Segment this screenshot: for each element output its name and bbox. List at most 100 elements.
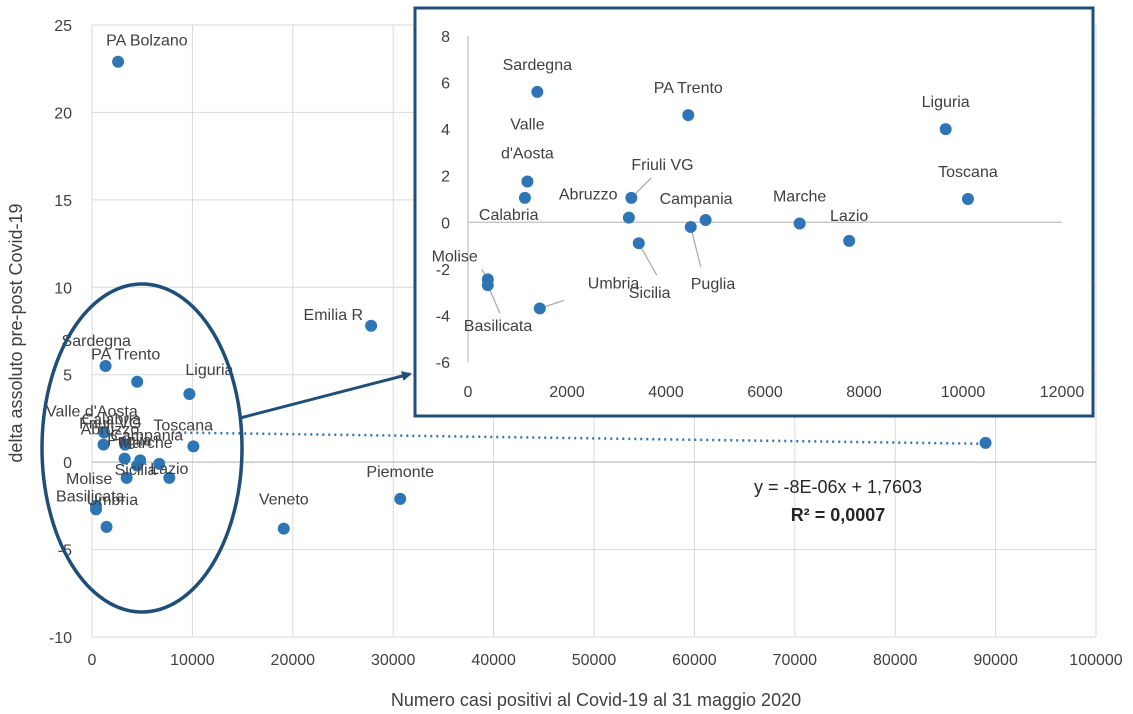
- main-points: [90, 55, 992, 535]
- inset-point-toscana: [961, 193, 974, 205]
- inset-point-sardegna: [531, 85, 544, 98]
- main-point-puglia: [131, 459, 144, 472]
- inset-point-valle-d-aosta: [521, 175, 534, 188]
- inset-label-umbria: Umbria: [588, 275, 640, 292]
- inset-x-tick-1: 2000: [549, 384, 585, 401]
- inset-leader-sicilia: [638, 242, 658, 276]
- inset-y-tick-7: 8: [441, 29, 450, 46]
- inset-label-friuli-vg: Friuli VG: [631, 157, 693, 174]
- inset-y-tick-1: -4: [436, 308, 450, 325]
- main-x-tick-5: 50000: [572, 652, 617, 669]
- main-label-basilicata: Basilicata: [56, 488, 125, 505]
- main-label-pa-trento: PA Trento: [91, 347, 160, 364]
- main-y-tick-2: 0: [63, 455, 72, 472]
- main-point-abruzzo: [118, 452, 131, 465]
- main-point-pa-trento: [131, 375, 144, 388]
- main-label-campania: Campania: [110, 427, 183, 444]
- main-point-valle-d-aosta: [98, 426, 111, 439]
- main-label-puglia: Puglia: [107, 433, 152, 450]
- main-x-tick-7: 70000: [773, 652, 818, 669]
- inset-y-tick-5: 4: [441, 122, 450, 139]
- trendline-r2: R² = 0,0007: [791, 505, 886, 525]
- main-point-lombardia: [979, 436, 992, 449]
- inset-label-basilicata: Basilicata: [464, 318, 533, 335]
- main-point-sardegna: [99, 359, 112, 372]
- inset-point-campania: [699, 213, 712, 226]
- main-y-tick-3: 5: [63, 368, 72, 385]
- x-axis-label: Numero casi positivi al Covid-19 al 31 m…: [391, 690, 801, 710]
- main-point-sicilia: [120, 471, 133, 484]
- main-label-sicilia: Sicilia: [115, 462, 157, 479]
- main-label-friuli-vg: Friuli VG: [79, 416, 141, 433]
- inset-tick-labels: 0 2000 4000 6000 8000 10000 12000 -6 -4 -2 0 2 4 6 8: [436, 29, 1085, 401]
- main-label-umbria: Umbria: [87, 492, 139, 509]
- main-x-tick-10: 100000: [1069, 652, 1122, 669]
- inset-label-marche: Marche: [773, 188, 826, 205]
- main-y-tick-0: -10: [49, 630, 72, 647]
- main-x-tick-3: 30000: [371, 652, 416, 669]
- trendline: [172, 431, 986, 446]
- main-label-sardegna: Sardegna: [62, 333, 131, 350]
- inset-label-calabria: Calabria: [479, 207, 539, 224]
- inset-x-tick-4: 8000: [846, 384, 882, 401]
- main-label-piemonte: Piemonte: [366, 464, 434, 481]
- main-x-tick-8: 80000: [873, 652, 918, 669]
- inset-label-sardegna: Sardegna: [503, 57, 572, 74]
- main-x-tick-2: 20000: [271, 652, 316, 669]
- main-label-abruzzo: Abruzzo: [81, 422, 140, 439]
- inset-x-tick-6: 12000: [1040, 384, 1085, 401]
- inset-label-lazio: Lazio: [830, 208, 868, 225]
- inset-label-puglia: Puglia: [691, 276, 736, 293]
- main-label-emilia-r: Emilia R: [304, 307, 364, 324]
- inset-x-tick-5: 10000: [941, 384, 986, 401]
- inset-point-abruzzo: [622, 211, 635, 224]
- main-x-tick-1: 10000: [170, 652, 215, 669]
- main-point-basilicata: [90, 503, 103, 516]
- inset-point-labels: Sardegna PA Trento Liguria Valle d'Aosta Tosc…: [432, 57, 998, 335]
- inset-point-liguria: [939, 123, 952, 136]
- inset-point-puglia: [684, 220, 697, 233]
- main-y-tick-7: 25: [54, 18, 72, 35]
- main-label-molise: Molise: [66, 471, 112, 488]
- inset-point-friuli-vg: [625, 191, 638, 204]
- inset-y-tick-4: 2: [441, 169, 450, 186]
- inset-label-campania: Campania: [660, 191, 733, 208]
- main-label-marche: Marche: [119, 435, 172, 452]
- main-x-tick-4: 40000: [471, 652, 516, 669]
- main-x-tick-9: 90000: [973, 652, 1018, 669]
- main-label-liguria: Liguria: [185, 362, 233, 379]
- inset-point-lazio: [843, 234, 856, 247]
- zoom-arrow: [239, 371, 412, 420]
- main-point-umbria: [100, 520, 113, 533]
- main-label-pa-bolzano: PA Bolzano: [106, 33, 188, 50]
- inset-label-molise: Molise: [432, 248, 478, 265]
- main-label-toscana: Toscana: [153, 417, 213, 434]
- main-y-tick-6: 20: [54, 105, 72, 122]
- inset-leader-puglia: [690, 226, 702, 268]
- inset-x-tick-2: 4000: [648, 384, 684, 401]
- main-point-labels: PA Bolzano Emilia R Piemonte Veneto Sardegna…: [46, 33, 434, 509]
- inset-label-pa-trento: PA Trento: [654, 80, 723, 97]
- inset-label-toscana: Toscana: [938, 164, 998, 181]
- inset-x-tick-0: 0: [464, 384, 473, 401]
- inset-x-tick-3: 6000: [747, 384, 783, 401]
- main-point-toscana: [187, 440, 200, 453]
- inset-label-sicilia: Sicilia: [629, 285, 671, 302]
- main-label-veneto: Veneto: [259, 492, 309, 509]
- main-x-tick-0: 0: [88, 652, 97, 669]
- inset-point-basilicata: [481, 279, 494, 292]
- cluster-highlight-ellipse: [40, 282, 244, 614]
- inset-label-valle-d-aosta: Valle d'Aosta: [501, 117, 554, 163]
- inset-point-calabria: [518, 191, 531, 204]
- main-y-tick-5: 15: [54, 193, 72, 210]
- main-label-valle-d-aosta: Valle d'Aosta: [46, 403, 138, 420]
- y-axis-label: delta assoluto pre-post Covid-19: [6, 203, 26, 462]
- trendline-equation: y = -8E-06x + 1,7603: [754, 477, 922, 497]
- main-y-tick-4: 10: [54, 280, 72, 297]
- inset-y-tick-0: -6: [436, 355, 450, 372]
- inset-y-tick-2: -2: [436, 262, 450, 279]
- main-point-emilia-r: [365, 319, 378, 332]
- main-point-lazio: [163, 471, 176, 484]
- main-x-tick-6: 60000: [672, 652, 717, 669]
